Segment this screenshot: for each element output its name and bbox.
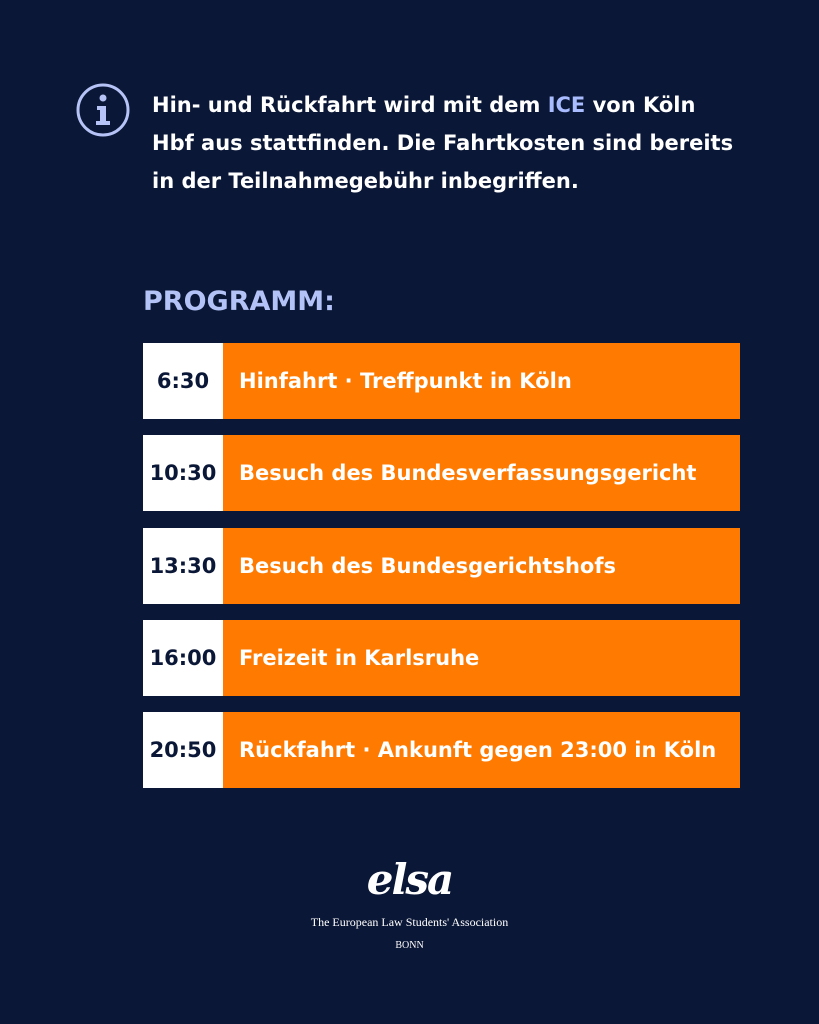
logo: elsa (366, 855, 455, 904)
org-name: The European Law Students' Association (310, 915, 509, 929)
program-row: 16:00 Freizeit in Karlsruhe (143, 619, 740, 696)
program-time: 13:30 (143, 527, 223, 604)
program-time: 16:00 (143, 619, 223, 696)
info-highlight: ICE (547, 93, 586, 117)
program-label: Rückfahrt · Ankunft gegen 23:00 in Köln (223, 712, 740, 789)
program-label: Hinfahrt · Treffpunkt in Köln (223, 343, 740, 419)
program-label: Besuch des Bundesverfassungsgericht (223, 435, 740, 512)
program-row: 13:30 Besuch des Bundesgerichtshofs (143, 527, 740, 604)
info-text: Hin- und Rückfahrt wird mit dem ICE von … (152, 86, 742, 200)
program-time: 6:30 (143, 343, 223, 419)
info-text-part: von Köln Hbf aus stattfinden. Die Fahrtk… (152, 93, 734, 193)
info-text-part: Hin- und Rückfahrt wird mit dem (152, 93, 548, 117)
program-label: Freizeit in Karlsruhe (223, 619, 740, 696)
org-city: BONN (395, 940, 424, 951)
program-row: 6:30 Hinfahrt · Treffpunkt in Köln (143, 343, 740, 419)
program-label: Besuch des Bundesgerichtshofs (223, 527, 740, 604)
program-heading: PROGRAMM: (143, 286, 335, 317)
program-time: 10:30 (143, 435, 223, 512)
program-row: 10:30 Besuch des Bundesverfassungsgericht (143, 435, 740, 512)
program-time: 20:50 (143, 712, 223, 789)
program-row: 20:50 Rückfahrt · Ankunft gegen 23:00 in … (143, 712, 740, 789)
info-icon (76, 83, 130, 137)
